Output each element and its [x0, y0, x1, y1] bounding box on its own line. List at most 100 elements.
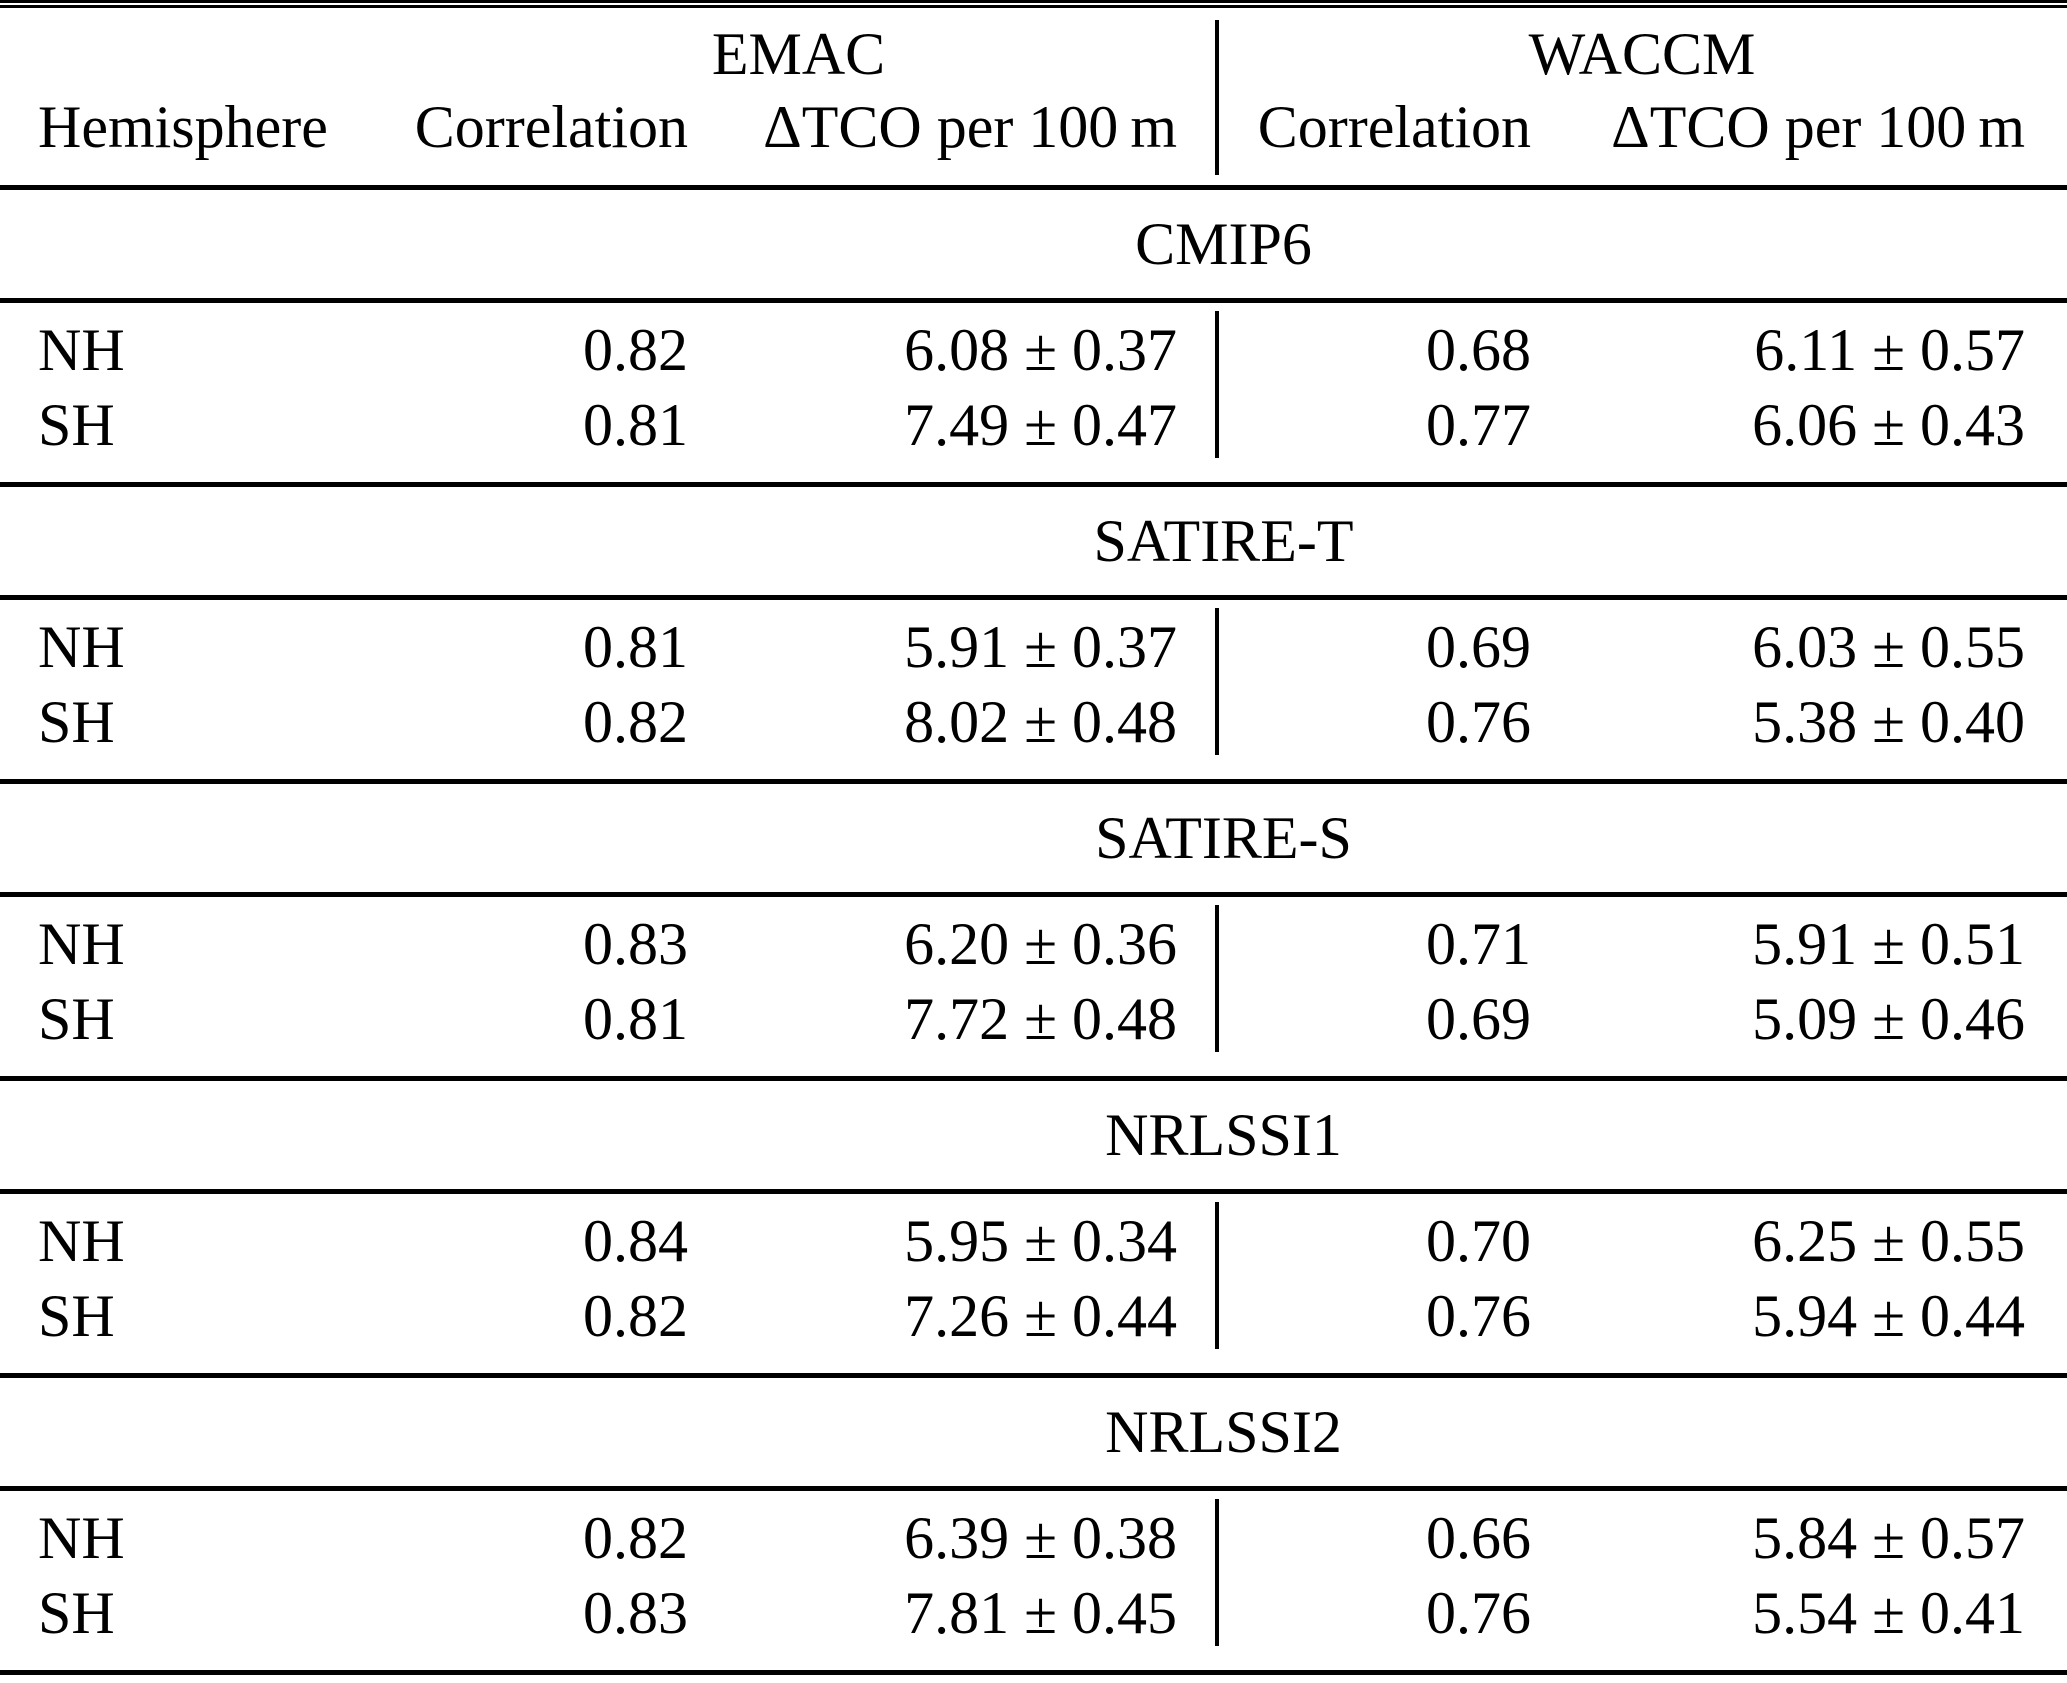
section-label-spacer: [0, 190, 380, 298]
waccm-correlation-cell: 0.66: [1426, 1505, 1531, 1571]
emac-dtco-cell: 6.20 ± 0.36: [904, 911, 1177, 977]
col-header-emac-dtco: ΔTCO per 100 m: [763, 94, 1177, 160]
section-label-spacer: [0, 1378, 380, 1486]
emac-dtco-cell: 7.81 ± 0.45: [904, 1580, 1177, 1646]
table-header: EMAC WACCM Hemisphere Correlation ΔTCO p…: [0, 8, 2067, 185]
table-row: SH 0.82 8.02 ± 0.48 0.76 5.38 ± 0.40: [0, 685, 2067, 760]
emac-dtco-cell: 6.08 ± 0.37: [904, 317, 1177, 383]
waccm-dtco-cell: 5.54 ± 0.41: [1752, 1580, 2025, 1646]
horizontal-rule: [0, 298, 2067, 303]
section-label-spacer: [0, 487, 380, 595]
horizontal-rule: [0, 1189, 2067, 1194]
section-label-row: NRLSSI1: [0, 1081, 2067, 1189]
section-label: SATIRE-S: [1095, 805, 1352, 871]
emac-dtco-cell: 5.95 ± 0.34: [904, 1208, 1177, 1274]
emac-dtco-cell: 5.91 ± 0.37: [904, 614, 1177, 680]
vertical-divider: [1215, 608, 1219, 755]
group-header-waccm: WACCM: [1528, 21, 1756, 87]
emac-correlation-cell: 0.83: [583, 911, 688, 977]
vertical-divider: [1215, 20, 1219, 175]
bottom-horizontal-rule: [0, 1670, 2067, 1675]
hemisphere-cell: NH: [38, 1208, 125, 1274]
header-group-row: EMAC WACCM: [0, 8, 2067, 88]
horizontal-rule: [0, 185, 2067, 190]
hemisphere-cell: SH: [38, 392, 115, 458]
emac-correlation-cell: 0.82: [583, 317, 688, 383]
section-data-block: NH 0.84 5.95 ± 0.34 0.70 6.25 ± 0.55 SH …: [0, 1194, 2067, 1373]
section-label-row: SATIRE-T: [0, 487, 2067, 595]
waccm-dtco-cell: 5.91 ± 0.51: [1752, 911, 2025, 977]
emac-dtco-cell: 8.02 ± 0.48: [904, 689, 1177, 755]
hemisphere-cell: NH: [38, 911, 125, 977]
emac-correlation-cell: 0.81: [583, 392, 688, 458]
horizontal-rule: [0, 482, 2067, 487]
waccm-correlation-cell: 0.70: [1426, 1208, 1531, 1274]
table-row: SH 0.82 7.26 ± 0.44 0.76 5.94 ± 0.44: [0, 1279, 2067, 1354]
section-data-block: NH 0.83 6.20 ± 0.36 0.71 5.91 ± 0.51 SH …: [0, 897, 2067, 1076]
col-header-hemisphere: Hemisphere: [38, 94, 328, 160]
waccm-dtco-cell: 6.06 ± 0.43: [1752, 392, 2025, 458]
section-data-block: NH 0.82 6.39 ± 0.38 0.66 5.84 ± 0.57 SH …: [0, 1491, 2067, 1670]
section-label-row: SATIRE-S: [0, 784, 2067, 892]
table-row: NH 0.82 6.08 ± 0.37 0.68 6.11 ± 0.57: [0, 313, 2067, 388]
section-label: NRLSSI2: [1105, 1399, 1342, 1465]
waccm-dtco-cell: 6.25 ± 0.55: [1752, 1208, 2025, 1274]
waccm-correlation-cell: 0.76: [1426, 689, 1531, 755]
emac-correlation-cell: 0.83: [583, 1580, 688, 1646]
section-data-block: NH 0.82 6.08 ± 0.37 0.68 6.11 ± 0.57 SH …: [0, 303, 2067, 482]
vertical-divider: [1215, 311, 1219, 458]
table-row: SH 0.81 7.49 ± 0.47 0.77 6.06 ± 0.43: [0, 388, 2067, 463]
waccm-correlation-cell: 0.69: [1426, 986, 1531, 1052]
section-label-spacer: [0, 1081, 380, 1189]
col-header-emac-correlation: Correlation: [414, 94, 688, 160]
hemisphere-cell: NH: [38, 614, 125, 680]
col-header-waccm-dtco: ΔTCO per 100 m: [1611, 94, 2025, 160]
horizontal-rule: [0, 1076, 2067, 1081]
hemisphere-cell: SH: [38, 1580, 115, 1646]
section-label: NRLSSI1: [1105, 1102, 1342, 1168]
emac-correlation-cell: 0.82: [583, 689, 688, 755]
emac-dtco-cell: 7.72 ± 0.48: [904, 986, 1177, 1052]
group-header-emac: EMAC: [711, 21, 886, 87]
emac-correlation-cell: 0.82: [583, 1505, 688, 1571]
waccm-dtco-cell: 5.09 ± 0.46: [1752, 986, 2025, 1052]
hemisphere-cell: SH: [38, 689, 115, 755]
horizontal-rule: [0, 1486, 2067, 1491]
waccm-dtco-cell: 6.03 ± 0.55: [1752, 614, 2025, 680]
horizontal-rule: [0, 595, 2067, 600]
waccm-correlation-cell: 0.71: [1426, 911, 1531, 977]
waccm-correlation-cell: 0.77: [1426, 392, 1531, 458]
table-row: SH 0.83 7.81 ± 0.45 0.76 5.54 ± 0.41: [0, 1576, 2067, 1651]
emac-dtco-cell: 7.49 ± 0.47: [904, 392, 1177, 458]
waccm-correlation-cell: 0.69: [1426, 614, 1531, 680]
hemisphere-cell: SH: [38, 1283, 115, 1349]
emac-correlation-cell: 0.81: [583, 614, 688, 680]
waccm-dtco-cell: 5.94 ± 0.44: [1752, 1283, 2025, 1349]
section-label-row: CMIP6: [0, 190, 2067, 298]
section-label: SATIRE-T: [1093, 508, 1354, 574]
table-row: NH 0.84 5.95 ± 0.34 0.70 6.25 ± 0.55: [0, 1204, 2067, 1279]
emac-dtco-cell: 6.39 ± 0.38: [904, 1505, 1177, 1571]
horizontal-rule: [0, 779, 2067, 784]
table-row: NH 0.82 6.39 ± 0.38 0.66 5.84 ± 0.57: [0, 1501, 2067, 1576]
table-row: NH 0.81 5.91 ± 0.37 0.69 6.03 ± 0.55: [0, 610, 2067, 685]
section-label: CMIP6: [1135, 211, 1312, 277]
section-data-block: NH 0.81 5.91 ± 0.37 0.69 6.03 ± 0.55 SH …: [0, 600, 2067, 779]
waccm-correlation-cell: 0.68: [1426, 317, 1531, 383]
section-label-row: NRLSSI2: [0, 1378, 2067, 1486]
waccm-correlation-cell: 0.76: [1426, 1283, 1531, 1349]
section-label-spacer: [0, 784, 380, 892]
hemisphere-cell: NH: [38, 317, 125, 383]
waccm-dtco-cell: 5.38 ± 0.40: [1752, 689, 2025, 755]
emac-correlation-cell: 0.84: [583, 1208, 688, 1274]
emac-dtco-cell: 7.26 ± 0.44: [904, 1283, 1177, 1349]
table-row: SH 0.81 7.72 ± 0.48 0.69 5.09 ± 0.46: [0, 982, 2067, 1057]
horizontal-rule: [0, 892, 2067, 897]
table-row: NH 0.83 6.20 ± 0.36 0.71 5.91 ± 0.51: [0, 907, 2067, 982]
vertical-divider: [1215, 1499, 1219, 1646]
vertical-divider: [1215, 1202, 1219, 1349]
emac-correlation-cell: 0.82: [583, 1283, 688, 1349]
waccm-dtco-cell: 6.11 ± 0.57: [1754, 317, 2025, 383]
hemisphere-cell: SH: [38, 986, 115, 1052]
